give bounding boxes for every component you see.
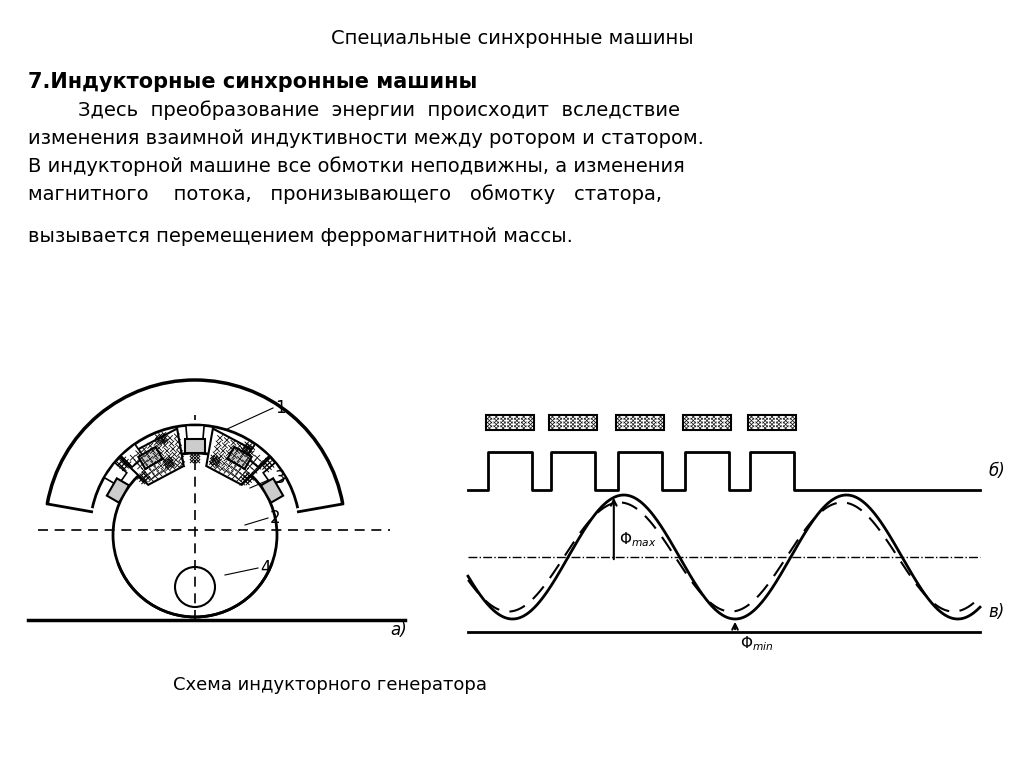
Polygon shape — [138, 447, 163, 469]
Polygon shape — [106, 478, 129, 503]
Text: $\Phi_{min}$: $\Phi_{min}$ — [740, 634, 773, 653]
Text: $\Phi_{max}$: $\Phi_{max}$ — [618, 530, 656, 549]
Polygon shape — [246, 444, 269, 467]
Polygon shape — [227, 447, 252, 469]
Polygon shape — [263, 462, 286, 485]
Text: В индукторной машине все обмотки неподвижны, а изменения: В индукторной машине все обмотки неподви… — [28, 156, 685, 176]
Polygon shape — [206, 429, 269, 485]
Polygon shape — [616, 415, 664, 430]
Text: изменения взаимной индуктивности между ротором и статором.: изменения взаимной индуктивности между р… — [28, 128, 703, 147]
Text: Схема индукторного генератора: Схема индукторного генератора — [173, 676, 487, 694]
Polygon shape — [486, 415, 534, 430]
Text: в): в) — [988, 603, 1005, 621]
Text: б): б) — [988, 462, 1005, 480]
Text: 7.Индукторные синхронные машины: 7.Индукторные синхронные машины — [28, 72, 477, 92]
Polygon shape — [121, 444, 144, 467]
Polygon shape — [549, 415, 597, 430]
Text: Специальные синхронные машины: Специальные синхронные машины — [331, 28, 693, 48]
Text: 2: 2 — [270, 509, 281, 527]
Polygon shape — [185, 425, 204, 442]
Polygon shape — [185, 439, 205, 453]
Text: магнитного    потока,   пронизывающего   обмотку   статора,: магнитного потока, пронизывающего обмотк… — [28, 184, 662, 204]
Polygon shape — [683, 415, 731, 430]
Polygon shape — [104, 462, 127, 485]
Text: вызывается перемещением ферромагнитной массы.: вызывается перемещением ферромагнитной м… — [28, 227, 572, 246]
Text: а): а) — [390, 621, 407, 639]
Text: 4: 4 — [260, 559, 270, 577]
Polygon shape — [748, 415, 796, 430]
Polygon shape — [121, 429, 183, 485]
Text: Здесь  преобразование  энергии  происходит  вследствие: Здесь преобразование энергии происходит … — [28, 100, 680, 120]
Polygon shape — [261, 478, 284, 503]
Text: 1: 1 — [275, 399, 286, 417]
Text: 3: 3 — [275, 469, 286, 487]
